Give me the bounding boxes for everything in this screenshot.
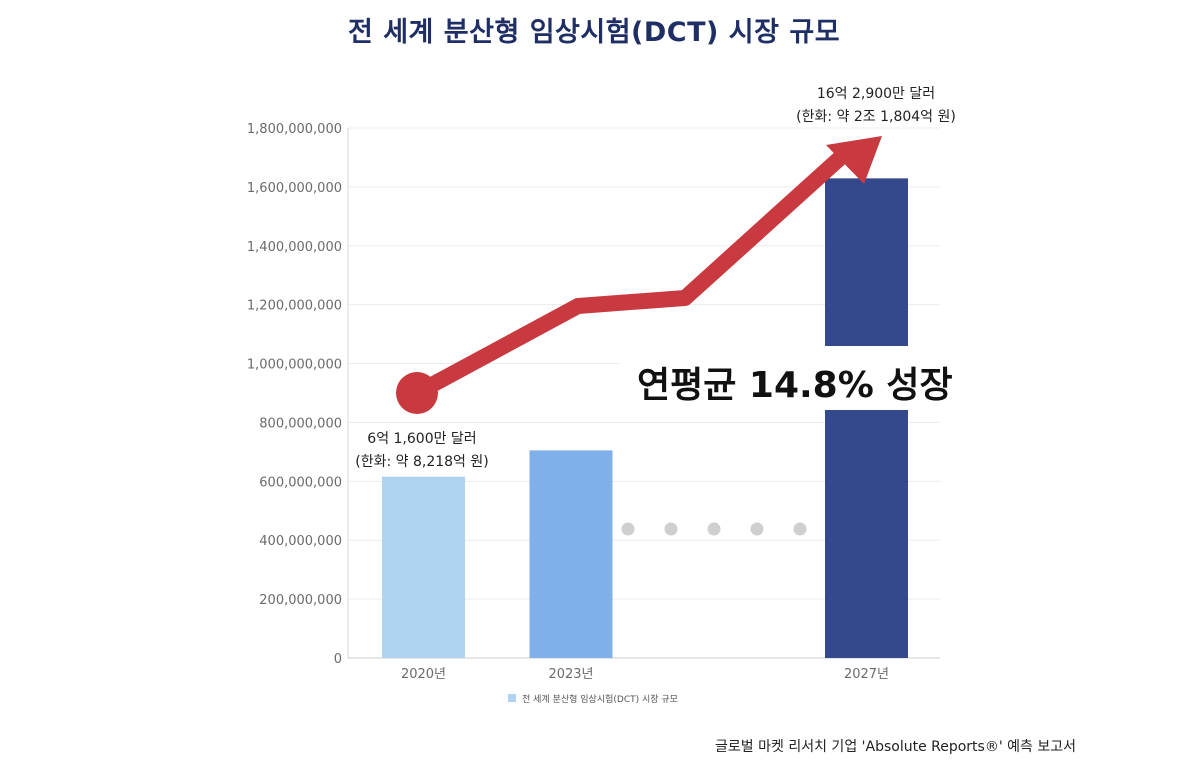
growth-label-background — [620, 346, 1010, 410]
y-tick-label: 400,000,000 — [259, 534, 342, 549]
legend-swatch — [508, 694, 516, 702]
annotation-2027-line1: 16억 2,900만 달러 — [817, 86, 935, 102]
legend-label: 전 세계 분산형 임상시험(DCT) 시장 규모 — [522, 693, 678, 705]
y-tick-label: 1,600,000,000 — [247, 181, 342, 196]
growth-arrow-line — [409, 150, 848, 401]
annotation-2020-line2: (한화: 약 8,218억 원) — [355, 454, 488, 470]
bar-2027년 — [825, 178, 908, 658]
growth-label: 연평균 14.8% 성장 — [637, 365, 953, 406]
x-category-label: 2027년 — [844, 667, 889, 682]
y-tick-label: 1,800,000,000 — [247, 122, 342, 137]
y-tick-label: 600,000,000 — [259, 475, 342, 490]
y-tick-label: 1,200,000,000 — [247, 299, 342, 314]
y-tick-label: 0 — [334, 652, 342, 667]
annotation-2027-line2: (한화: 약 2조 1,804억 원) — [796, 109, 956, 125]
gap-dot — [621, 522, 635, 536]
bars — [382, 178, 908, 658]
x-axis-categories: 2020년 2023년 2027년 — [401, 667, 889, 682]
gap-dot — [750, 522, 764, 536]
y-axis-ticks: 0 200,000,000 400,000,000 600,000,000 800,00… — [247, 122, 342, 667]
gap-dots — [621, 522, 807, 536]
x-category-label: 2020년 — [401, 667, 446, 682]
y-tick-label: 1,400,000,000 — [247, 240, 342, 255]
y-tick-label: 1,000,000,000 — [247, 358, 342, 373]
chart-title: 전 세계 분산형 임상시험(DCT) 시장 규모 — [347, 17, 841, 48]
gap-dot — [793, 522, 807, 536]
x-category-label: 2023년 — [548, 667, 593, 682]
gap-dot — [664, 522, 678, 536]
bar-2023년 — [529, 450, 613, 658]
y-tick-label: 800,000,000 — [259, 416, 342, 431]
annotation-2020-line1: 6억 1,600만 달러 — [367, 431, 476, 447]
y-tick-label: 200,000,000 — [259, 593, 342, 608]
gap-dot — [707, 522, 721, 536]
bar-2020년 — [382, 476, 465, 658]
growth-arrow-start-dot — [396, 372, 438, 414]
source-note: 글로벌 마켓 리서치 기업 'Absolute Reports®' 예측 보고서 — [715, 739, 1076, 755]
growth-arrow-head — [826, 136, 882, 184]
